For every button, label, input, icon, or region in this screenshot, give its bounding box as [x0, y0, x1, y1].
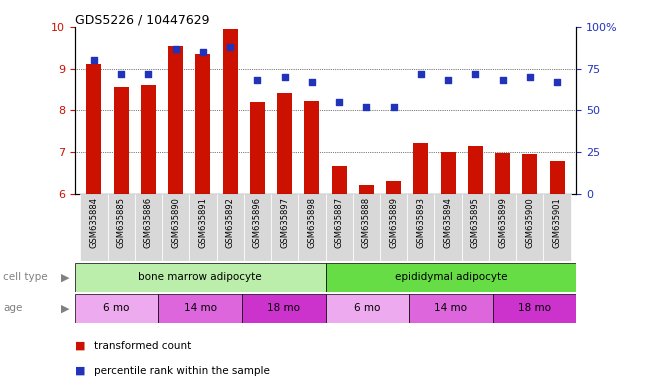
Text: GSM635898: GSM635898 — [307, 197, 316, 248]
Bar — [223, 29, 238, 194]
Bar — [408, 194, 434, 261]
Text: ■: ■ — [75, 341, 85, 351]
Text: epididymal adipocyte: epididymal adipocyte — [395, 272, 507, 283]
Point — [361, 104, 372, 110]
Bar — [75, 263, 326, 292]
Point — [552, 79, 562, 85]
Text: GSM635893: GSM635893 — [417, 197, 425, 248]
Text: 6 mo: 6 mo — [354, 303, 380, 313]
Bar — [409, 294, 493, 323]
Bar — [158, 294, 242, 323]
Bar — [242, 294, 326, 323]
Text: GSM635889: GSM635889 — [389, 197, 398, 248]
Bar — [326, 263, 576, 292]
Text: GSM635895: GSM635895 — [471, 197, 480, 248]
Point — [279, 74, 290, 80]
Bar — [87, 65, 102, 194]
Text: percentile rank within the sample: percentile rank within the sample — [94, 366, 270, 376]
Text: GSM635894: GSM635894 — [443, 197, 452, 248]
Point — [143, 71, 154, 77]
Bar — [380, 194, 408, 261]
Bar — [359, 185, 374, 194]
Text: GSM635897: GSM635897 — [280, 197, 289, 248]
Text: 18 mo: 18 mo — [267, 303, 300, 313]
Bar — [326, 194, 353, 261]
Bar — [75, 294, 158, 323]
Bar — [114, 88, 129, 194]
Bar — [305, 101, 320, 194]
Bar — [298, 194, 326, 261]
Bar — [135, 194, 162, 261]
Bar — [80, 194, 107, 261]
Bar — [107, 194, 135, 261]
Bar — [493, 294, 576, 323]
Text: GDS5226 / 10447629: GDS5226 / 10447629 — [75, 13, 210, 26]
Bar — [195, 54, 210, 194]
Text: GSM635892: GSM635892 — [226, 197, 234, 248]
Bar — [462, 194, 489, 261]
Bar — [468, 146, 483, 194]
Point — [198, 49, 208, 55]
Bar — [162, 194, 189, 261]
Text: bone marrow adipocyte: bone marrow adipocyte — [139, 272, 262, 283]
Bar — [544, 194, 571, 261]
Point — [470, 71, 480, 77]
Bar — [489, 194, 516, 261]
Text: age: age — [3, 303, 23, 313]
Bar — [141, 85, 156, 194]
Text: 14 mo: 14 mo — [434, 303, 467, 313]
Bar — [243, 194, 271, 261]
Bar — [495, 154, 510, 194]
Text: GSM635891: GSM635891 — [199, 197, 208, 248]
Point — [89, 57, 99, 63]
Text: GSM635896: GSM635896 — [253, 197, 262, 248]
Point — [415, 71, 426, 77]
Bar — [189, 194, 217, 261]
Bar — [353, 194, 380, 261]
Text: 18 mo: 18 mo — [518, 303, 551, 313]
Point — [171, 46, 181, 52]
Bar — [434, 194, 462, 261]
Text: ■: ■ — [75, 366, 85, 376]
Text: 6 mo: 6 mo — [104, 303, 130, 313]
Point — [497, 77, 508, 83]
Text: GSM635884: GSM635884 — [89, 197, 98, 248]
Bar — [522, 154, 537, 194]
Bar — [250, 102, 265, 194]
Text: GSM635887: GSM635887 — [335, 197, 344, 248]
Text: 14 mo: 14 mo — [184, 303, 217, 313]
Text: GSM635890: GSM635890 — [171, 197, 180, 248]
Text: GSM635900: GSM635900 — [525, 197, 534, 248]
Point — [525, 74, 535, 80]
Text: GSM635901: GSM635901 — [553, 197, 562, 248]
Point — [252, 77, 262, 83]
Bar — [331, 166, 346, 194]
Bar — [271, 194, 298, 261]
Bar — [386, 181, 401, 194]
Text: GSM635899: GSM635899 — [498, 197, 507, 248]
Bar — [277, 93, 292, 194]
Point — [307, 79, 317, 85]
Text: cell type: cell type — [3, 272, 48, 283]
Text: GSM635888: GSM635888 — [362, 197, 371, 248]
Point — [389, 104, 399, 110]
Point — [116, 71, 126, 77]
Text: ▶: ▶ — [61, 303, 70, 313]
Point — [443, 77, 453, 83]
Bar — [217, 194, 243, 261]
Text: GSM635886: GSM635886 — [144, 197, 153, 248]
Bar — [549, 161, 564, 194]
Text: GSM635885: GSM635885 — [117, 197, 126, 248]
Bar — [516, 194, 544, 261]
Point — [334, 99, 344, 105]
Point — [225, 44, 236, 50]
Bar — [413, 143, 428, 194]
Bar — [168, 46, 183, 194]
Bar — [326, 294, 409, 323]
Text: transformed count: transformed count — [94, 341, 191, 351]
Text: ▶: ▶ — [61, 272, 70, 283]
Bar — [441, 152, 456, 194]
